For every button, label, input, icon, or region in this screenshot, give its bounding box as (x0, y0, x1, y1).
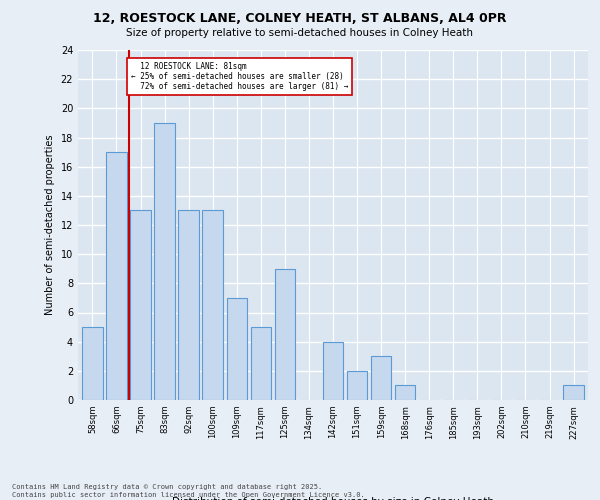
Y-axis label: Number of semi-detached properties: Number of semi-detached properties (45, 134, 55, 316)
Bar (202, 210, 223, 400)
Bar (106, 152, 127, 400)
Text: Size of property relative to semi-detached houses in Colney Heath: Size of property relative to semi-detach… (127, 28, 473, 38)
Text: 12 ROESTOCK LANE: 81sqm
← 25% of semi-detached houses are smaller (28)
  72% of : 12 ROESTOCK LANE: 81sqm ← 25% of semi-de… (131, 62, 348, 92)
Bar (395, 386, 415, 400)
X-axis label: Distribution of semi-detached houses by size in Colney Heath: Distribution of semi-detached houses by … (172, 497, 494, 500)
Bar (251, 327, 271, 400)
Bar (563, 386, 584, 400)
Bar (227, 298, 247, 400)
Bar (347, 371, 367, 400)
Bar (275, 269, 295, 400)
Text: 12, ROESTOCK LANE, COLNEY HEATH, ST ALBANS, AL4 0PR: 12, ROESTOCK LANE, COLNEY HEATH, ST ALBA… (93, 12, 507, 26)
Bar (154, 123, 175, 400)
Text: Contains HM Land Registry data © Crown copyright and database right 2025.
Contai: Contains HM Land Registry data © Crown c… (12, 484, 365, 498)
Bar (178, 210, 199, 400)
Bar (323, 342, 343, 400)
Bar (371, 356, 391, 400)
Bar (82, 327, 103, 400)
Bar (130, 210, 151, 400)
